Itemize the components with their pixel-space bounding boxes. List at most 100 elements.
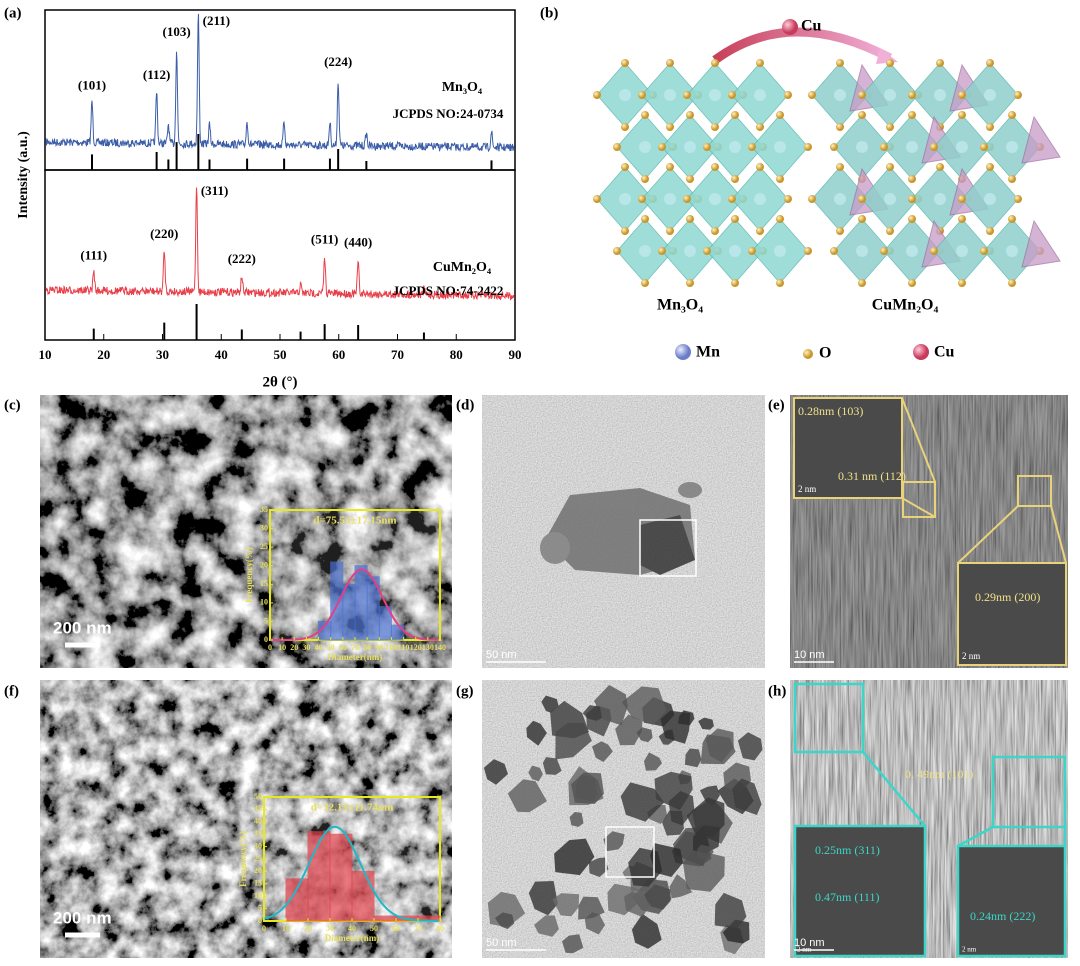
o-atom	[980, 247, 988, 255]
particle	[621, 686, 667, 725]
hist-title: d=32.13±11.74nm	[311, 802, 394, 814]
legend-label: O	[819, 345, 831, 362]
mn-atom	[984, 193, 996, 205]
y-tick-label: 20	[254, 866, 262, 875]
particle	[592, 741, 613, 762]
x-tick-label: 10	[282, 924, 290, 933]
particle	[668, 791, 695, 826]
o-atom	[686, 279, 694, 287]
x-axis-label: 2θ (°)	[262, 374, 297, 390]
o-atom	[641, 215, 649, 223]
mn-atom	[664, 89, 676, 101]
mn-atom	[856, 141, 868, 153]
particle	[697, 844, 714, 862]
o-atom	[858, 279, 866, 287]
particle	[552, 893, 580, 917]
mn-atom	[754, 89, 766, 101]
mn-atom	[934, 193, 946, 205]
peak-label: (440)	[344, 235, 372, 250]
y-axis-label: Frequency(%)	[244, 547, 254, 603]
o-atom	[1014, 91, 1022, 99]
o-atom	[858, 215, 866, 223]
x-tick-label: 60	[332, 347, 345, 362]
x-tick-label: 30	[156, 347, 169, 362]
structure-label: Mn₃O₄	[657, 297, 703, 314]
mn-atom	[684, 141, 696, 153]
o-atom	[1008, 175, 1016, 183]
card-number: JCPDS NO:24-0734	[393, 106, 504, 121]
mn-atom	[684, 245, 696, 257]
inset-label: 0.28nm (103)	[798, 404, 863, 418]
labels: (c) (d) (e) (f) (g) (h) 200 nm 200 nm 50 nm 50 nm…	[4, 397, 1040, 953]
particle	[562, 934, 584, 954]
o-atom	[621, 163, 629, 171]
particle	[620, 782, 665, 822]
scale-label: 200 nm	[53, 618, 112, 637]
particles	[483, 685, 763, 955]
o-atom	[880, 247, 888, 255]
histogram-bar	[351, 870, 375, 922]
x-tick-label: 0	[262, 924, 266, 933]
scale-label: 50 nm	[486, 937, 517, 949]
panel-label: (f)	[4, 683, 19, 699]
particle	[636, 727, 653, 743]
legend-label: Mn	[696, 344, 720, 361]
inset-label: 0.31 nm (112)	[838, 469, 906, 483]
o-atom	[958, 195, 966, 203]
peak-label: (112)	[143, 67, 170, 82]
particle	[534, 915, 559, 937]
x-tick-label: 10	[39, 347, 52, 362]
mn-atom	[774, 245, 786, 257]
legend-ball	[913, 344, 929, 360]
x-tick-label: 40	[348, 924, 356, 933]
o-atom	[728, 195, 736, 203]
particle	[594, 685, 628, 726]
x-tick-label: 50	[327, 643, 335, 652]
particle	[603, 831, 625, 852]
o-atom	[1008, 279, 1016, 287]
panel-label: (b)	[540, 5, 558, 21]
peak-label: (111)	[80, 248, 107, 263]
o-atom	[776, 215, 784, 223]
o-atom	[980, 143, 988, 151]
peak-label: (101)	[78, 77, 106, 92]
mn-atom	[774, 141, 786, 153]
particle	[494, 912, 515, 930]
particle	[737, 732, 763, 761]
o-atom	[886, 227, 894, 235]
mn-atom	[956, 141, 968, 153]
tetrahedron	[1021, 115, 1061, 164]
x-tick-label: 100	[385, 643, 397, 652]
peak-label: (211)	[203, 13, 230, 28]
panel-label: (h)	[768, 683, 786, 699]
particle	[555, 722, 592, 760]
o-atom	[703, 247, 711, 255]
cu-ball	[782, 19, 798, 35]
o-atom	[641, 111, 649, 119]
fit-curve	[263, 825, 439, 922]
o-atom	[936, 163, 944, 171]
x-tick-label: 60	[339, 643, 347, 652]
o-atom	[593, 91, 601, 99]
peak-label: (103)	[163, 24, 191, 39]
o-atom	[621, 227, 629, 235]
o-atom	[784, 91, 792, 99]
particle	[541, 695, 559, 713]
x-tick-label: 80	[450, 347, 463, 362]
x-tick-label: 90	[375, 643, 383, 652]
o-atom	[731, 111, 739, 119]
panel-label: (d)	[456, 397, 474, 413]
o-atom	[666, 59, 674, 67]
o-atom	[666, 123, 674, 131]
o-atom	[748, 247, 756, 255]
x-tick-label: 120	[410, 643, 422, 652]
o-atom	[731, 175, 739, 183]
o-atom	[593, 195, 601, 203]
o-atom	[683, 195, 691, 203]
particle	[669, 874, 693, 899]
y-tick-label: 5	[264, 616, 268, 625]
fit-curve	[270, 568, 439, 641]
o-atom	[830, 247, 838, 255]
o-atom	[641, 175, 649, 183]
o-atom	[886, 163, 894, 171]
